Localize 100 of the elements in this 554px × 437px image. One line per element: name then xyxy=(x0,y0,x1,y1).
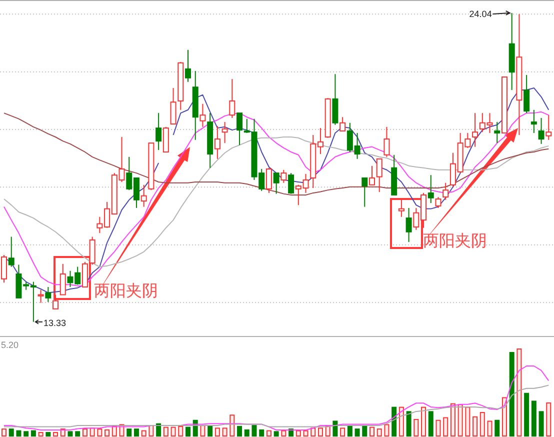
bar xyxy=(531,400,536,436)
bar xyxy=(370,426,374,436)
bar xyxy=(310,428,316,436)
bar xyxy=(156,423,162,436)
candlestick xyxy=(340,116,346,132)
candlestick xyxy=(82,261,88,288)
bar xyxy=(436,420,441,436)
candlestick xyxy=(398,199,404,218)
bar xyxy=(259,429,264,436)
candlestick xyxy=(214,126,220,160)
bar xyxy=(68,431,73,436)
bar xyxy=(428,411,434,436)
candlestick xyxy=(273,172,280,194)
candlestick xyxy=(162,126,169,152)
bar xyxy=(230,414,235,436)
bar xyxy=(126,428,132,436)
candlestick xyxy=(280,169,287,184)
bar xyxy=(392,406,397,436)
bar xyxy=(222,428,228,436)
bar xyxy=(406,411,412,436)
bar xyxy=(24,431,29,436)
bar xyxy=(502,397,507,436)
bar xyxy=(318,428,323,436)
bar xyxy=(340,428,346,436)
bar xyxy=(524,392,530,436)
candlestick xyxy=(140,184,147,208)
bar xyxy=(186,426,190,436)
bar xyxy=(472,416,478,436)
bar xyxy=(75,431,80,436)
bar xyxy=(2,428,6,436)
bar xyxy=(208,425,213,436)
bar xyxy=(487,420,492,436)
candlestick xyxy=(156,112,162,150)
candlestick xyxy=(530,109,537,134)
candlestick xyxy=(442,182,449,200)
bar xyxy=(30,430,36,436)
bar xyxy=(90,428,95,436)
candlestick xyxy=(288,172,294,194)
bar xyxy=(16,430,22,436)
candlestick xyxy=(60,263,66,296)
bar xyxy=(465,406,470,436)
candlestick xyxy=(362,177,368,208)
bar xyxy=(8,428,14,436)
bar xyxy=(325,426,330,436)
bar xyxy=(376,428,382,436)
bar xyxy=(398,406,404,436)
candlestick xyxy=(236,112,243,146)
candlestick xyxy=(52,294,59,310)
candlestick xyxy=(384,126,390,158)
annotation: 24.04 xyxy=(469,8,492,19)
bar xyxy=(46,432,51,436)
bar xyxy=(38,432,44,436)
bar xyxy=(141,430,146,436)
candlestick xyxy=(369,165,375,186)
annotation: 两阳夹阴 xyxy=(423,231,487,250)
annotation: 两阳夹阴 xyxy=(94,281,158,300)
bar xyxy=(450,403,456,436)
bar xyxy=(82,428,88,436)
bar xyxy=(170,426,176,436)
candlestick xyxy=(472,112,478,148)
bar xyxy=(214,428,220,436)
bar xyxy=(252,425,257,436)
candlestick xyxy=(494,122,500,144)
annotation: 13.33 xyxy=(43,318,66,328)
candlestick xyxy=(332,74,338,126)
candlestick xyxy=(406,207,412,242)
bar xyxy=(414,418,419,436)
bar xyxy=(53,432,58,436)
candlestick xyxy=(45,286,52,302)
candlestick xyxy=(435,196,442,208)
bar xyxy=(538,411,544,436)
bar xyxy=(200,425,206,436)
bar xyxy=(163,426,168,436)
bar xyxy=(281,430,286,436)
bar xyxy=(546,402,552,436)
candlestick xyxy=(229,78,236,118)
candlestick xyxy=(38,289,44,304)
bar xyxy=(148,425,154,436)
bar xyxy=(97,428,102,436)
bar xyxy=(494,420,500,436)
bar xyxy=(347,426,352,436)
candlestick xyxy=(1,254,7,284)
bar xyxy=(421,406,426,436)
candlestick xyxy=(546,114,552,140)
bar xyxy=(134,428,139,436)
bar xyxy=(296,430,301,436)
candlestick xyxy=(8,236,14,268)
candlestick xyxy=(185,49,191,82)
bar xyxy=(362,426,368,436)
bar xyxy=(480,412,485,436)
bar xyxy=(303,430,308,436)
bar xyxy=(458,404,463,436)
candlestick xyxy=(538,117,544,144)
bar xyxy=(384,424,390,436)
candlestick xyxy=(524,74,530,114)
candlestick xyxy=(376,158,382,193)
candlestick xyxy=(266,167,272,194)
candlestick xyxy=(200,103,206,128)
candlestick xyxy=(89,236,96,266)
candlestick xyxy=(428,174,434,204)
